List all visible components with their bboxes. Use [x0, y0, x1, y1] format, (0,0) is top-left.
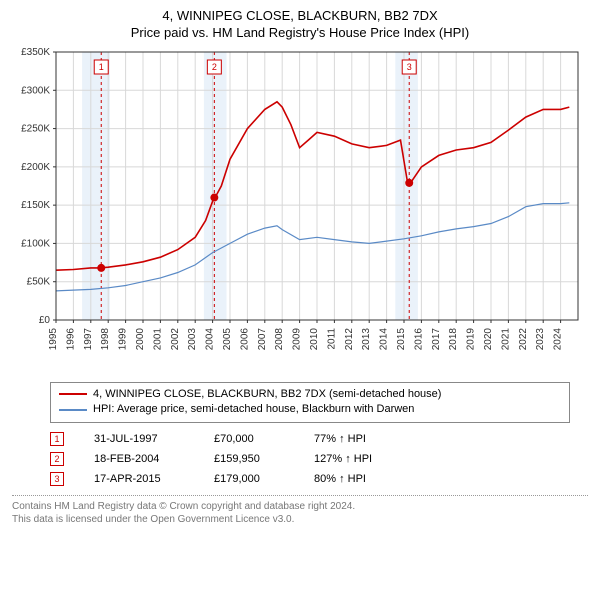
- transaction-date: 17-APR-2015: [94, 473, 184, 485]
- x-tick-label: 2001: [152, 327, 163, 350]
- legend-box: 4, WINNIPEG CLOSE, BLACKBURN, BB2 7DX (s…: [50, 382, 570, 423]
- y-tick-label: £50K: [27, 276, 51, 287]
- legend-row: HPI: Average price, semi-detached house,…: [59, 402, 561, 417]
- x-tick-label: 2019: [466, 327, 477, 350]
- title-line-1: 4, WINNIPEG CLOSE, BLACKBURN, BB2 7DX: [162, 8, 437, 23]
- highlight-band: [82, 52, 110, 320]
- x-tick-label: 2005: [222, 327, 233, 350]
- transaction-pct: 80% ↑ HPI: [314, 473, 394, 485]
- transaction-pct: 127% ↑ HPI: [314, 453, 394, 465]
- transaction-marker-num: 3: [407, 62, 412, 72]
- x-tick-label: 2018: [448, 327, 459, 350]
- transaction-pct: 77% ↑ HPI: [314, 433, 394, 445]
- highlight-band: [204, 52, 227, 320]
- y-tick-label: £350K: [21, 47, 50, 58]
- y-tick-label: £0: [39, 315, 51, 326]
- legend-label: HPI: Average price, semi-detached house,…: [93, 402, 414, 417]
- legend-swatch: [59, 409, 87, 411]
- x-tick-label: 2000: [135, 327, 146, 350]
- x-tick-label: 2014: [379, 327, 390, 350]
- x-tick-label: 2009: [292, 327, 303, 350]
- x-tick-label: 2006: [239, 327, 250, 350]
- x-tick-label: 2004: [205, 327, 216, 350]
- x-tick-label: 2013: [361, 327, 372, 350]
- x-tick-label: 2012: [344, 327, 355, 350]
- y-tick-label: £200K: [21, 162, 50, 173]
- chart-plot: £0 £50K £100K £150K £200K £250K £300K £350K 1995…: [12, 46, 588, 376]
- y-tick-label: £250K: [21, 123, 50, 134]
- x-tick-label: 2022: [518, 327, 529, 350]
- transaction-price: £70,000: [214, 433, 284, 445]
- transaction-row: 1 31-JUL-1997 £70,000 77% ↑ HPI: [50, 429, 588, 449]
- y-tick-label: £150K: [21, 200, 50, 211]
- footer-line-1: Contains HM Land Registry data © Crown c…: [12, 501, 355, 512]
- highlight-band: [395, 52, 418, 320]
- transaction-price: £159,950: [214, 453, 284, 465]
- transaction-marker-num: 1: [99, 62, 104, 72]
- x-tick-label: 1998: [100, 327, 111, 350]
- x-tick-label: 2011: [326, 327, 337, 349]
- chart-figure: 4, WINNIPEG CLOSE, BLACKBURN, BB2 7DX Pr…: [0, 0, 600, 532]
- x-tick-label: 1995: [48, 327, 59, 350]
- line-chart-svg: £0 £50K £100K £150K £200K £250K £300K £350K 1995…: [12, 46, 588, 376]
- x-tick-label: 2017: [431, 327, 442, 350]
- x-tick-label: 2023: [535, 327, 546, 350]
- transaction-row-marker: 3: [50, 472, 64, 486]
- chart-title: 4, WINNIPEG CLOSE, BLACKBURN, BB2 7DX Pr…: [12, 8, 588, 42]
- x-tick-label: 2016: [413, 327, 424, 350]
- transaction-date: 31-JUL-1997: [94, 433, 184, 445]
- transactions-table: 1 31-JUL-1997 £70,000 77% ↑ HPI 2 18-FEB-2004…: [50, 429, 588, 489]
- x-tick-label: 2020: [483, 327, 494, 350]
- title-line-2: Price paid vs. HM Land Registry's House …: [131, 25, 469, 40]
- transaction-row: 3 17-APR-2015 £179,000 80% ↑ HPI: [50, 469, 588, 489]
- y-tick-label: £300K: [21, 85, 50, 96]
- x-tick-label: 2015: [396, 327, 407, 350]
- x-tick-label: 2007: [257, 327, 268, 350]
- footer-line-2: This data is licensed under the Open Gov…: [12, 514, 294, 525]
- x-tick-label: 2003: [187, 327, 198, 350]
- x-tick-label: 2002: [170, 327, 181, 350]
- x-tick-label: 2008: [274, 327, 285, 350]
- y-tick-label: £100K: [21, 238, 50, 249]
- x-tick-label: 2021: [500, 327, 511, 350]
- transaction-row: 2 18-FEB-2004 £159,950 127% ↑ HPI: [50, 449, 588, 469]
- x-tick-label: 1997: [83, 327, 94, 350]
- x-tick-label: 1999: [118, 327, 129, 350]
- transaction-marker-num: 2: [212, 62, 217, 72]
- x-tick-label: 2010: [309, 327, 320, 350]
- x-tick-label: 2024: [553, 327, 564, 350]
- transaction-row-marker: 2: [50, 452, 64, 466]
- legend-swatch: [59, 393, 87, 395]
- legend-row: 4, WINNIPEG CLOSE, BLACKBURN, BB2 7DX (s…: [59, 387, 561, 402]
- x-tick-label: 1996: [65, 327, 76, 350]
- transaction-date: 18-FEB-2004: [94, 453, 184, 465]
- transaction-row-marker: 1: [50, 432, 64, 446]
- transaction-price: £179,000: [214, 473, 284, 485]
- footer-attribution: Contains HM Land Registry data © Crown c…: [12, 495, 588, 526]
- legend-label: 4, WINNIPEG CLOSE, BLACKBURN, BB2 7DX (s…: [93, 387, 441, 402]
